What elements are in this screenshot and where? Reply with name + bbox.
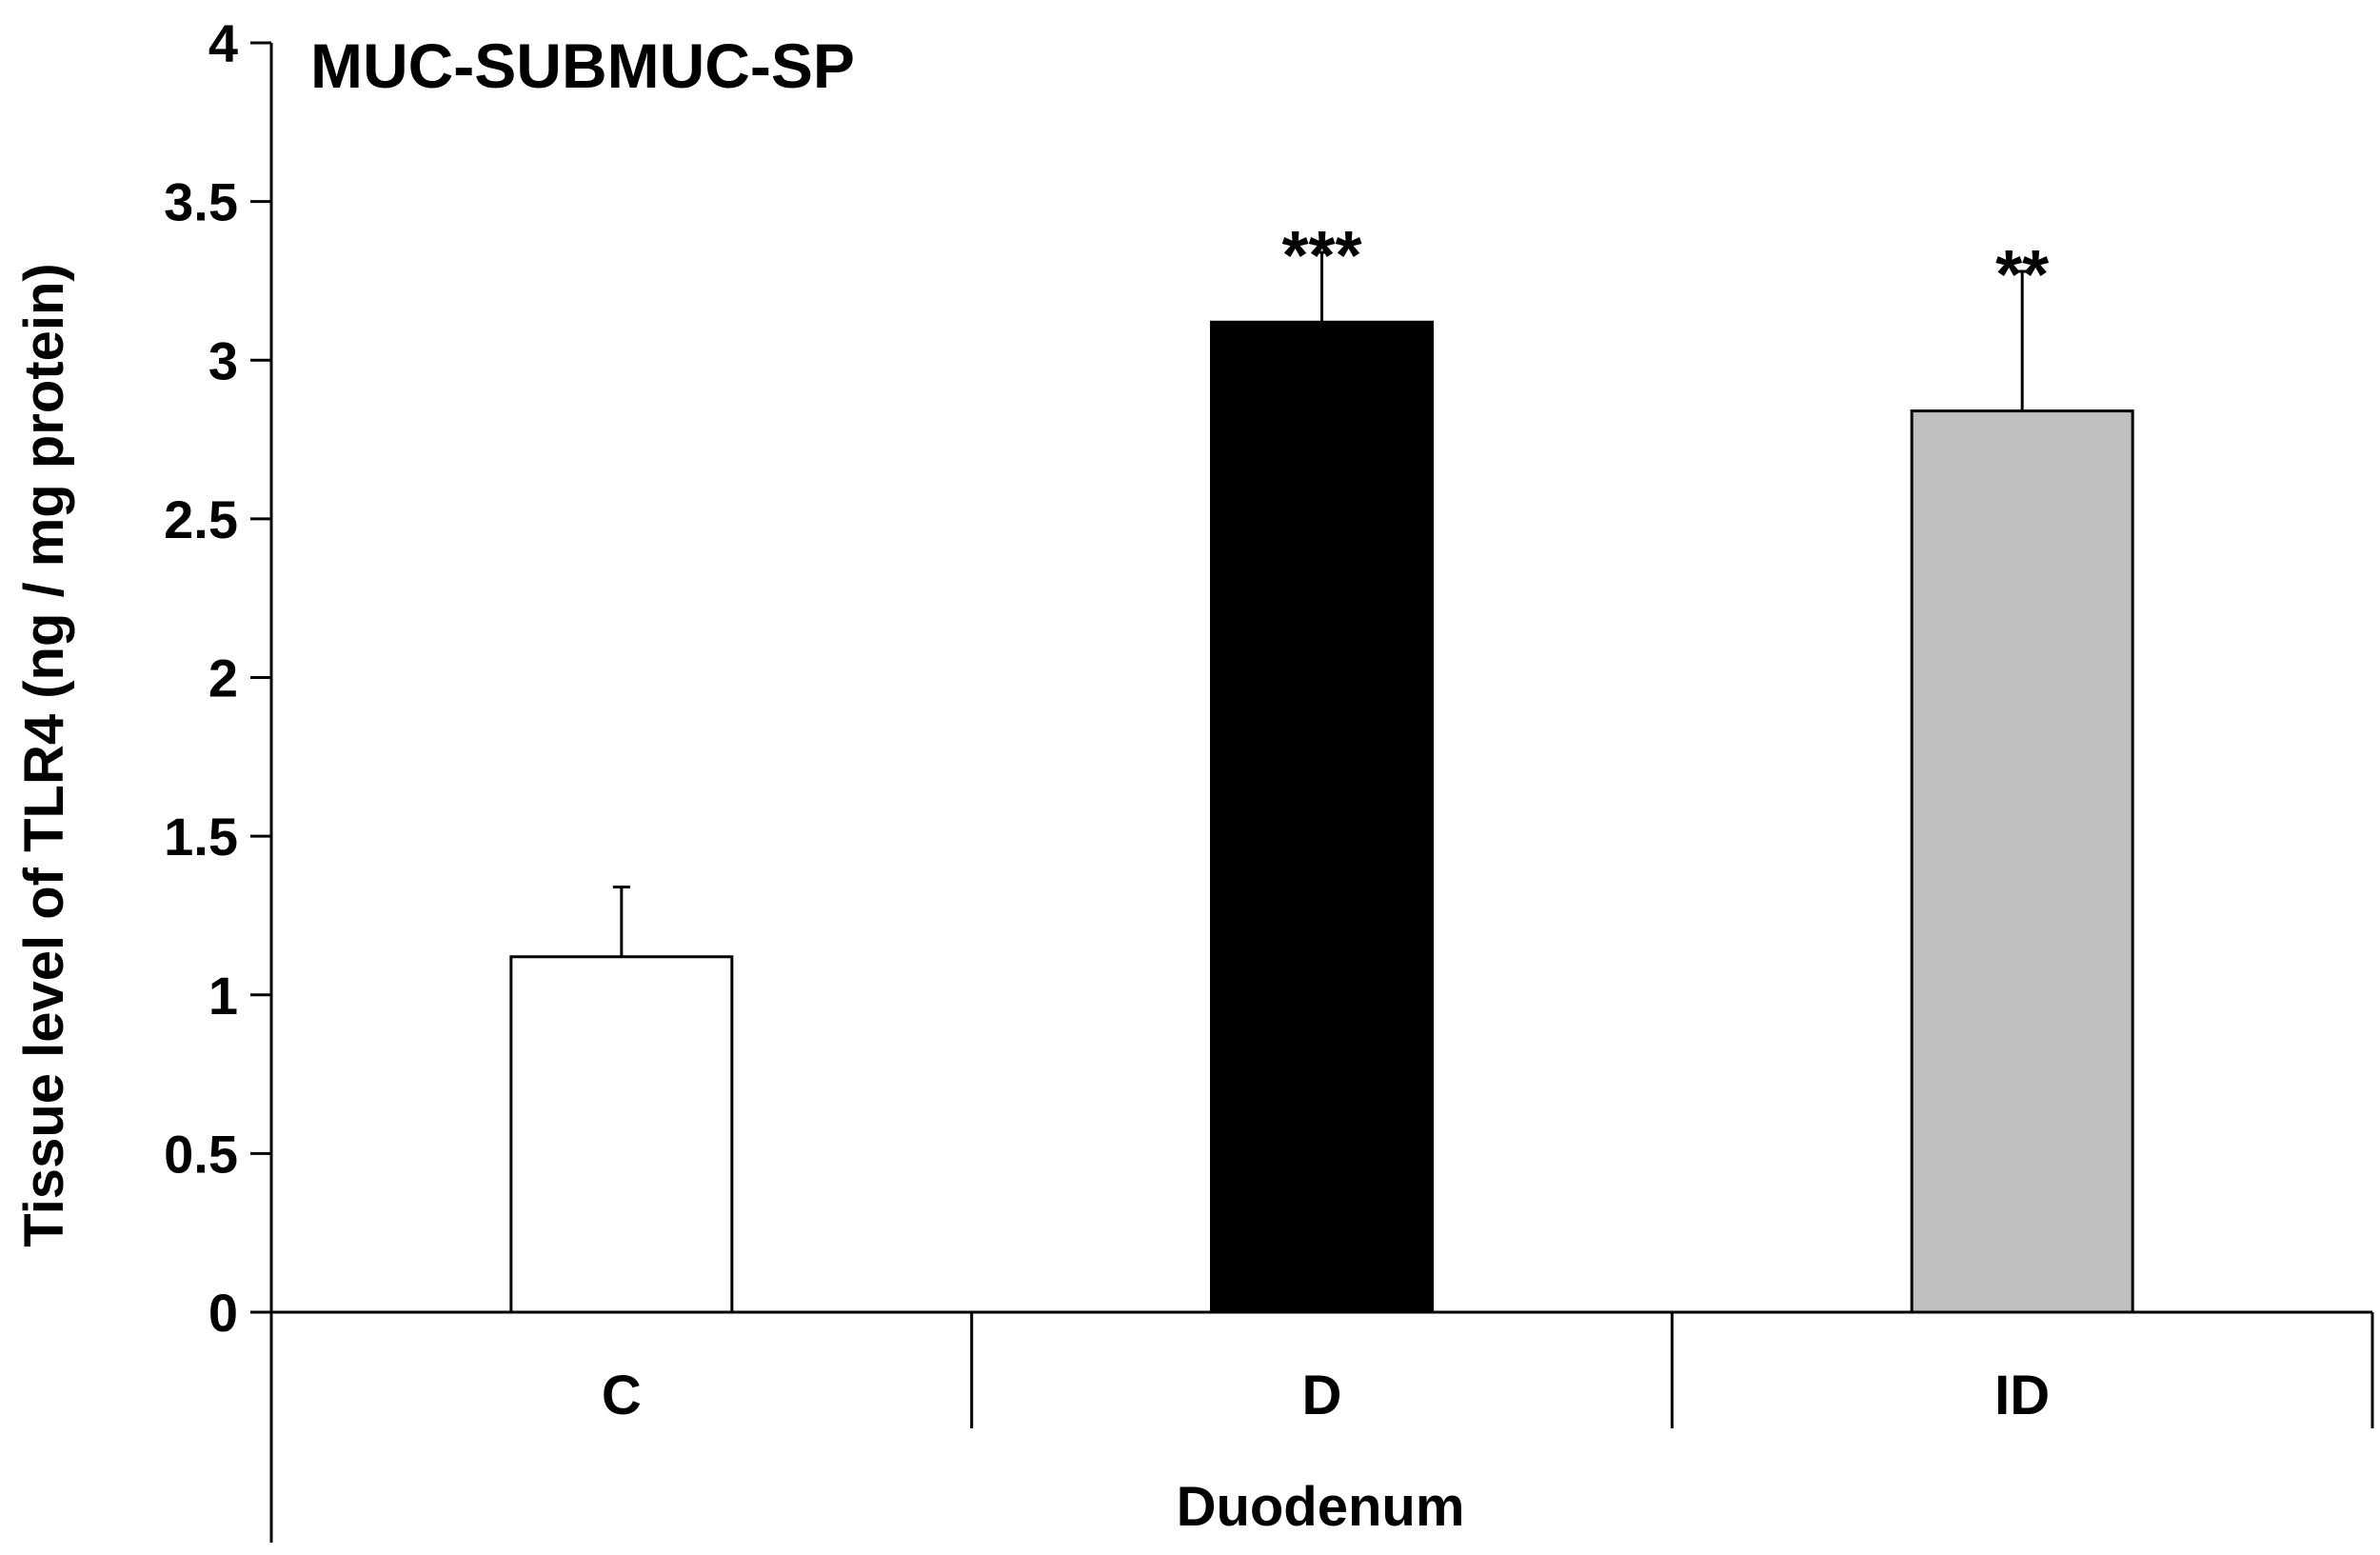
y-tick-label: 2.5 bbox=[164, 489, 238, 549]
bar-id bbox=[1910, 409, 2134, 1314]
y-tick-label: 1 bbox=[208, 966, 238, 1026]
tick-labels: 0 0.5 1 1.5 2 2.5 3 3.5 4 C *** D ** ID bbox=[164, 13, 2050, 1426]
bars bbox=[509, 250, 2134, 1314]
x-tick-label: ID bbox=[1994, 1365, 2050, 1426]
significance-marker: *** bbox=[1281, 218, 1361, 294]
x-axis-label: Duodenum bbox=[1177, 1476, 1465, 1538]
y-tick-label: 0 bbox=[208, 1283, 238, 1343]
significance-marker: ** bbox=[1995, 237, 2049, 313]
y-tick-label: 3 bbox=[208, 330, 238, 390]
y-tick-label: 4 bbox=[208, 13, 238, 73]
y-axis-label: Tissue level of TLR4 (ng / mg protein) bbox=[13, 263, 75, 1246]
y-tick-label: 0.5 bbox=[164, 1124, 238, 1184]
y-tick-label: 2 bbox=[208, 648, 238, 708]
x-tick-label: D bbox=[1302, 1365, 1342, 1426]
y-tick-label: 1.5 bbox=[164, 807, 238, 867]
chart-title: MUC-SUBMUC-SP bbox=[310, 30, 855, 101]
y-tick-label: 3.5 bbox=[164, 172, 238, 232]
x-tick-label: C bbox=[602, 1365, 642, 1426]
bar-c bbox=[509, 955, 734, 1314]
bar-d bbox=[1210, 320, 1434, 1314]
